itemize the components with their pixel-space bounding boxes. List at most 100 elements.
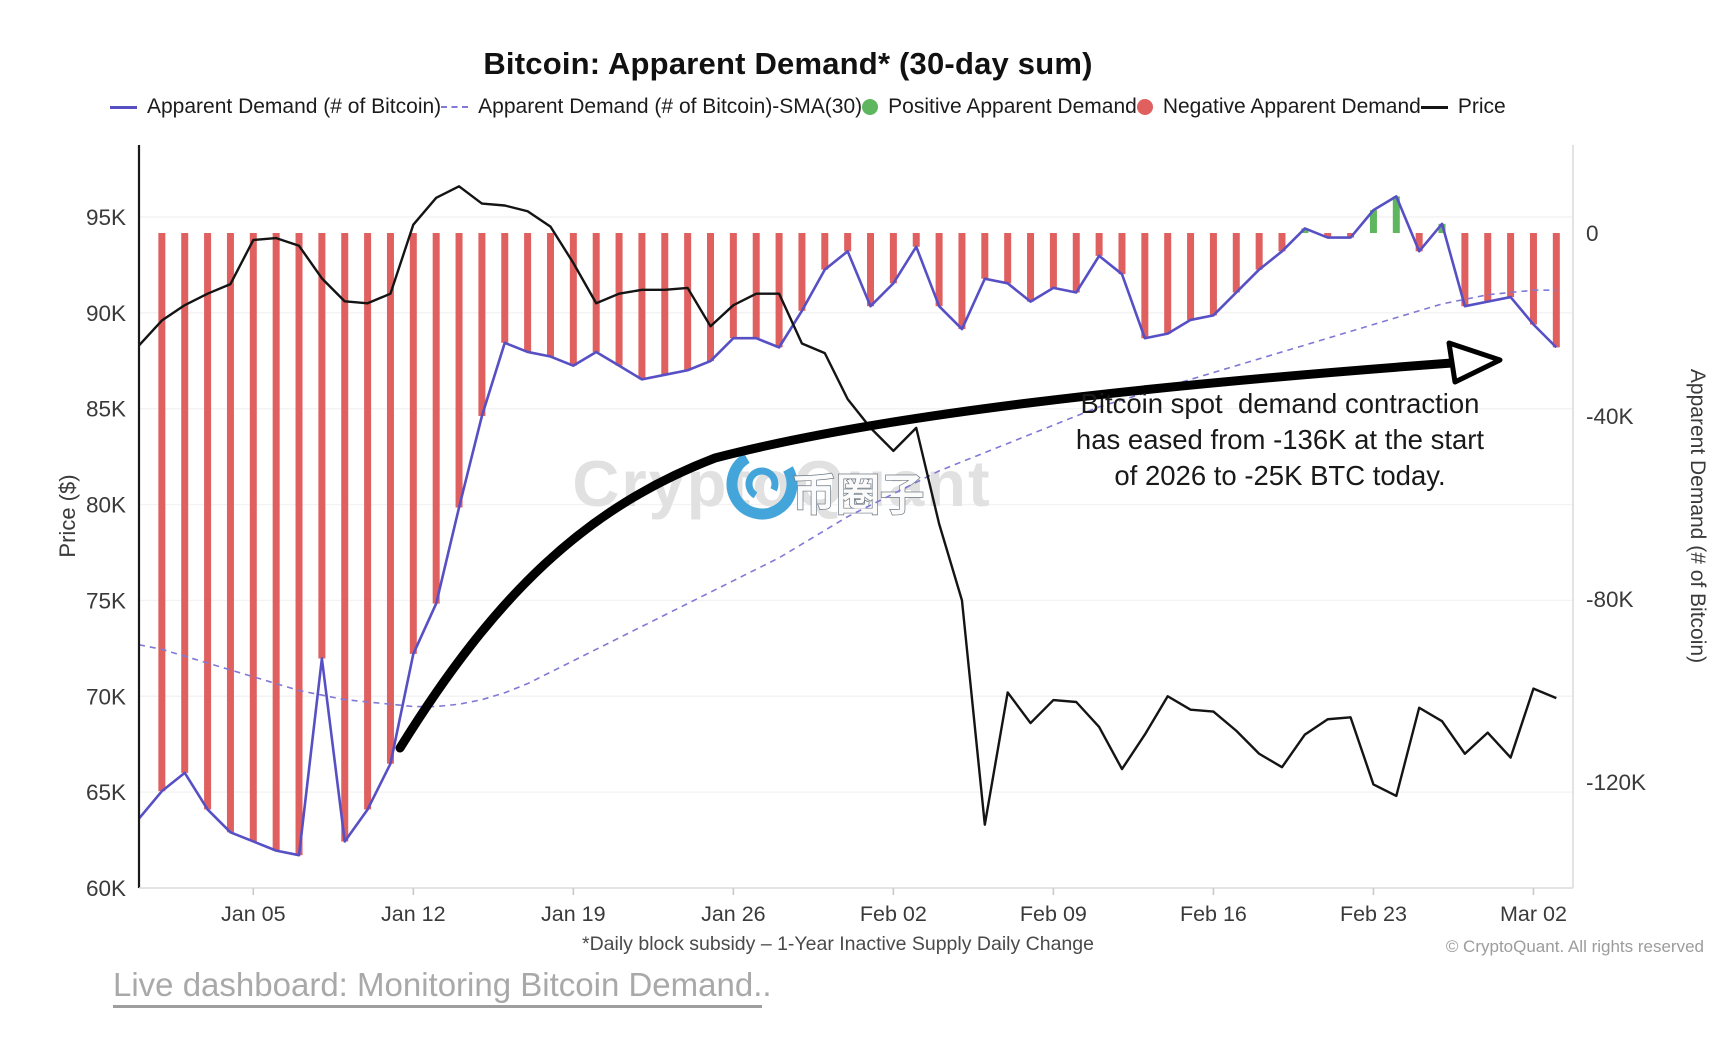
negative-demand-bar (204, 233, 212, 810)
negative-demand-bar (318, 233, 326, 659)
negative-demand-bar (867, 233, 875, 307)
left-axis-tick-labels: 60K 65K 70K 75K 80K 85K 90K 95K (86, 205, 126, 901)
negative-demand-bar (844, 233, 852, 252)
negative-demand-bar (615, 233, 623, 366)
negative-demand-bar (295, 233, 303, 856)
negative-demand-bar (432, 233, 440, 604)
purple-line-swatch-icon (110, 105, 137, 109)
sma-line (138, 289, 1557, 708)
legend-item-price[interactable]: Price (1420, 95, 1506, 119)
negative-demand-bar (1255, 233, 1263, 270)
negative-demand-bar (981, 233, 989, 279)
legend-item-apparent-demand-sma30[interactable]: Apparent Demand (# of Bitcoin)-SMA(30) (441, 95, 862, 119)
negative-demand-bar (638, 233, 646, 380)
negative-demand-bar (341, 233, 349, 842)
negative-demand-bar (912, 233, 920, 247)
price-tick-label: 85K (86, 397, 126, 422)
negative-demand-bar (1004, 233, 1012, 284)
date-tick-label: Jan 05 (221, 902, 286, 926)
negative-demand-bar (1141, 233, 1149, 339)
positive-demand-bar (1369, 210, 1377, 233)
annotation-arrow (395, 358, 1457, 753)
negative-demand-bar (1529, 233, 1537, 325)
negative-demand-bar (364, 233, 372, 810)
negative-demand-bar (455, 233, 463, 508)
price-tick-label: 75K (86, 588, 126, 613)
negative-demand-bar (1049, 233, 1057, 288)
date-tick-label: Jan 26 (701, 902, 766, 926)
negative-demand-bar (684, 233, 692, 371)
negative-demand-bar (1027, 233, 1035, 302)
date-tick-label: Feb 09 (1020, 902, 1087, 926)
apparent-demand-line (138, 195, 1558, 857)
price-tick-label: 95K (86, 205, 126, 230)
price-tick-label: 60K (86, 876, 126, 901)
legend-label: Positive Apparent Demand (888, 95, 1137, 118)
negative-demand-bar (935, 233, 943, 307)
negative-demand-bar (546, 233, 554, 357)
negative-demand-bar (1507, 233, 1515, 298)
negative-demand-bar (729, 233, 737, 339)
negative-demand-bar (1324, 233, 1332, 238)
negative-demand-bar (386, 233, 394, 764)
demand-tick-label: -120K (1586, 770, 1646, 795)
watermark-cjk-text: 币圈子 (792, 471, 924, 520)
date-tick-label: Mar 02 (1500, 902, 1567, 926)
chart-legend: Apparent Demand (# of Bitcoin) Apparent … (110, 95, 1506, 119)
date-tick-label: Feb 23 (1340, 902, 1407, 926)
negative-demand-bar (752, 233, 760, 339)
legend-item-positive-apparent-demand[interactable]: Positive Apparent Demand (862, 95, 1137, 119)
price-line (138, 185, 1557, 826)
dashboard-link-row: Live dashboard: Monitoring Bitcoin Deman… (113, 966, 772, 1008)
negative-demand-bar (1187, 233, 1195, 320)
negative-demand-bar (1461, 233, 1469, 307)
positive-demand-bar (1392, 196, 1400, 233)
left-axis-title: Price ($) (55, 474, 80, 558)
demand-tick-label: -80K (1586, 587, 1634, 612)
negative-demand-bar (1278, 233, 1286, 252)
right-axis-title: Apparent Demand (# of Bitcoin) (1686, 368, 1709, 664)
legend-item-negative-apparent-demand[interactable]: Negative Apparent Demand (1136, 95, 1421, 119)
watermark-logo-icon (726, 448, 798, 520)
negative-demand-bar (1164, 233, 1172, 334)
negative-demand-bar (1347, 233, 1355, 238)
positive-demand-bar (1301, 228, 1309, 233)
demand-tick-label: -40K (1586, 404, 1634, 429)
price-tick-label: 90K (86, 301, 126, 326)
negative-demand-bar (707, 233, 714, 362)
negative-demand-bar (501, 233, 509, 343)
negative-demand-bar (181, 233, 189, 773)
live-dashboard-link[interactable]: Live dashboard: Monitoring Bitcoin Deman… (113, 966, 763, 1008)
negative-demand-bar (821, 233, 829, 270)
negative-demand-bar (478, 233, 486, 416)
negative-demand-bar (798, 233, 806, 311)
date-tick-label: Jan 19 (541, 902, 606, 926)
demand-tick-label: 0 (1586, 221, 1599, 246)
date-tick-label: Jan 12 (381, 902, 446, 926)
negative-demand-bar (158, 233, 166, 792)
negative-demand-bar (1118, 233, 1126, 275)
negative-demand-bar (1209, 233, 1217, 316)
negative-demand-bar (524, 233, 532, 352)
x-axis-tick-labels: Jan 05 Jan 12 Jan 19 Jan 26 Feb 02 Feb 09 Feb … (221, 888, 1567, 926)
legend-label: Apparent Demand (# of Bitcoin)-SMA(30) (478, 95, 863, 118)
negative-demand-bar (1484, 233, 1492, 302)
negative-demand-bar (1232, 233, 1240, 293)
price-tick-label: 70K (86, 684, 126, 709)
negative-demand-bar (889, 233, 897, 284)
black-line-swatch-icon (1420, 105, 1448, 109)
negative-demand-bar (958, 233, 966, 330)
legend-label: Negative Apparent Demand (1162, 95, 1421, 118)
legend-item-apparent-demand[interactable]: Apparent Demand (# of Bitcoin) (110, 95, 441, 119)
negative-demand-bar (249, 233, 257, 842)
copyright-notice: © CryptoQuant. All rights reserved (1445, 937, 1704, 956)
negative-demand-bar (569, 233, 577, 366)
negative-demand-bar (1095, 233, 1103, 256)
dashed-line-swatch-icon (441, 106, 469, 108)
date-tick-label: Feb 02 (860, 902, 927, 926)
negative-demand-bar (592, 233, 600, 352)
negative-demand-bar (1415, 233, 1423, 252)
negative-demand-bar (409, 233, 417, 654)
